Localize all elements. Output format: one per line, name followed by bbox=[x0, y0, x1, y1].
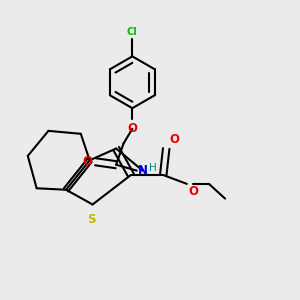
Text: H: H bbox=[149, 163, 157, 173]
Text: N: N bbox=[138, 164, 148, 177]
Text: S: S bbox=[87, 213, 95, 226]
Text: Cl: Cl bbox=[127, 27, 138, 37]
Text: O: O bbox=[188, 185, 198, 198]
Text: O: O bbox=[169, 133, 179, 146]
Text: O: O bbox=[82, 155, 93, 168]
Text: O: O bbox=[127, 122, 137, 135]
